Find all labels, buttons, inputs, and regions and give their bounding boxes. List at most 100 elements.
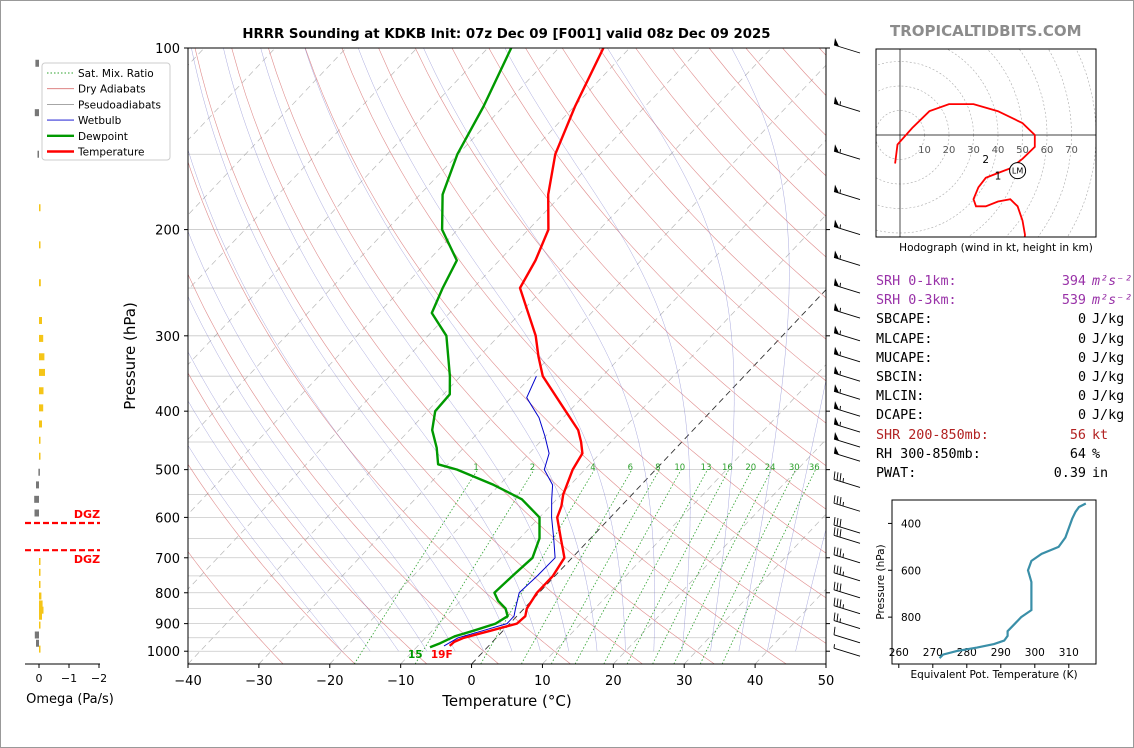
barb-staff xyxy=(833,572,861,582)
barb-half-flag xyxy=(839,618,841,623)
legend: Sat. Mix. Ratio Dry Adiabats Pseudoadiabat… xyxy=(41,62,171,161)
barb-flag xyxy=(833,612,836,621)
pseudoadiabat xyxy=(357,48,626,652)
wind-barb xyxy=(833,527,861,544)
wind-barb xyxy=(833,581,861,599)
barb-pennant xyxy=(834,278,839,287)
hodo-ring-label: 10 xyxy=(918,145,931,156)
series-wetbulb xyxy=(443,375,556,647)
param-value: 56 xyxy=(1069,427,1086,443)
barb-flag xyxy=(839,566,842,575)
pseudoadiabat xyxy=(731,48,790,652)
barb-flag xyxy=(833,597,836,606)
param-label: MLCIN: xyxy=(876,389,925,405)
barb-staff xyxy=(833,452,861,462)
omega-bar xyxy=(39,580,41,588)
barb-staff xyxy=(833,257,861,266)
omega-bar xyxy=(34,631,39,639)
barb-staff xyxy=(833,524,861,534)
omega-bar xyxy=(39,612,42,620)
param-value: 0 xyxy=(1077,312,1086,328)
param-label: SRH 0-3km: xyxy=(876,293,957,309)
wind-barb xyxy=(833,546,861,564)
pseudoadiabat xyxy=(188,230,456,652)
wind-barb xyxy=(833,184,861,201)
barb-staff xyxy=(833,372,861,382)
barb-pennant xyxy=(834,384,839,393)
dry-adiabat xyxy=(268,48,787,664)
barb-flag xyxy=(833,546,836,555)
legend-label: Dewpoint xyxy=(78,131,128,143)
series-temperature xyxy=(448,48,605,647)
omega-bar xyxy=(36,481,39,489)
wind-barb xyxy=(833,278,861,294)
mixing-ratio-label: 6 xyxy=(628,463,633,473)
param-value: 0 xyxy=(1077,350,1086,366)
theta-e-x-tick-label: 290 xyxy=(991,647,1011,659)
barb-half-flag xyxy=(839,101,841,106)
parameter-table: SRH 0-1km: 394 m²s⁻² SRH 0-3km: 539 m²s⁻² SBCA… xyxy=(876,272,1132,483)
param-label: PWAT: xyxy=(876,466,917,482)
surface-temperature-label: 19F xyxy=(431,649,453,661)
x-tick-label: 40 xyxy=(747,674,764,689)
omega-bar xyxy=(39,600,43,608)
barb-pennant xyxy=(834,366,839,375)
mixing-ratio-label: 8 xyxy=(655,463,660,473)
hodo-ring-label: 60 xyxy=(1041,145,1054,156)
omega-bar xyxy=(39,241,41,249)
param-value: 64 xyxy=(1069,446,1086,462)
barb-half-flag xyxy=(839,370,841,376)
barb-staff xyxy=(833,44,861,54)
barb-staff xyxy=(833,226,861,236)
mixing-ratio-line xyxy=(414,469,535,664)
pseudoadiabat xyxy=(795,528,826,652)
param-unit: in xyxy=(1092,466,1109,482)
theta-e-frame xyxy=(891,499,1097,665)
mixing-ratio-line xyxy=(480,469,595,664)
param-label: DCAPE: xyxy=(876,408,925,424)
legend-label: Dry Adiabats xyxy=(78,84,146,96)
wind-barb xyxy=(833,250,861,266)
y-tick-label: 800 xyxy=(155,587,180,602)
barb-pennant xyxy=(834,432,839,441)
wind-barb xyxy=(833,597,861,615)
barb-staff xyxy=(833,438,861,448)
omega-bar xyxy=(39,557,41,565)
hodo-ring-label: 70 xyxy=(1065,145,1078,156)
barb-half-flag xyxy=(839,224,841,229)
x-tick-label: −40 xyxy=(174,674,201,689)
wind-barb xyxy=(833,417,861,433)
dry-adiabat xyxy=(341,48,826,599)
dry-adiabat xyxy=(378,48,826,554)
barb-half-flag xyxy=(839,330,841,335)
param-unit: J/kg xyxy=(1092,312,1125,328)
barb-staff xyxy=(833,407,861,417)
mixing-ratio-label: 36 xyxy=(809,463,820,473)
theta-e-x-tick-label: 310 xyxy=(1059,647,1079,659)
isotherm-line xyxy=(471,289,826,664)
dry-adiabat xyxy=(188,372,428,664)
omega-bar xyxy=(39,387,44,395)
wind-barb xyxy=(833,325,861,342)
hodo-ring-label: 40 xyxy=(992,145,1005,156)
isotherm-line xyxy=(188,48,772,664)
mixing-ratio-line xyxy=(673,469,772,664)
omega-bar xyxy=(39,568,41,576)
theta-e-x-tick-label: 260 xyxy=(889,647,909,659)
wind-barb xyxy=(833,612,861,630)
omega-tick-label: −1 xyxy=(61,672,77,685)
hodo-trace xyxy=(894,103,1036,237)
param-label: SRH 0-1km: xyxy=(876,274,957,289)
chart-title: HRRR Sounding at KDKB Init: 07z Dec 09 [… xyxy=(242,27,771,42)
y-tick-label: 1000 xyxy=(147,645,180,660)
param-row: MLCIN: 0 J/kg xyxy=(876,387,1132,406)
storm-motion-marker xyxy=(1009,162,1027,180)
isotherm-line xyxy=(542,364,826,664)
y-tick-label: 700 xyxy=(155,552,180,567)
param-unit: J/kg xyxy=(1092,350,1125,366)
param-label: MLCAPE: xyxy=(876,331,933,347)
param-row: MUCAPE: 0 J/kg xyxy=(876,349,1132,368)
mixing-ratio-label: 4 xyxy=(590,463,595,473)
omega-bar xyxy=(39,436,41,444)
